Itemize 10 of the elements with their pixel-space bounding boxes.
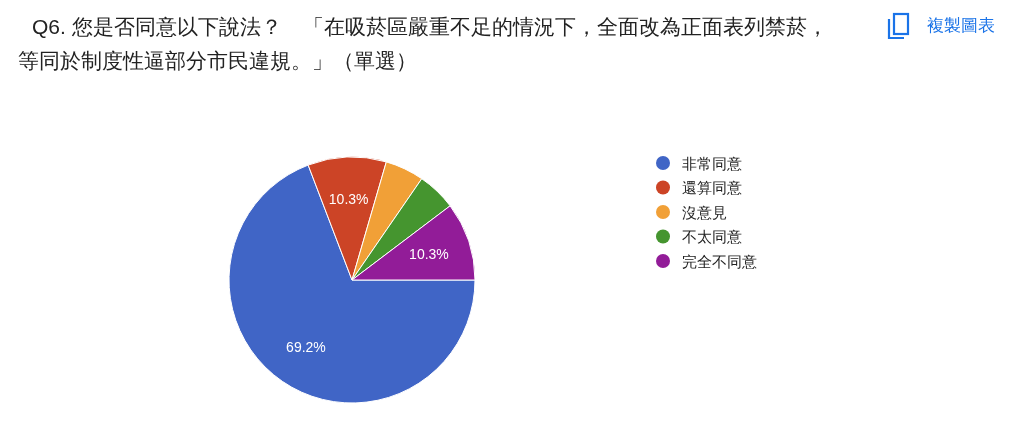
legend-label: 完全不同意 — [682, 252, 757, 270]
data-label: 10.3% — [409, 246, 449, 263]
text: 複製圖表 — [927, 16, 995, 35]
data-label: 10.3% — [328, 190, 369, 207]
legend-label: 還算同意 — [682, 179, 742, 196]
legend-label: 非常同意 — [682, 154, 742, 172]
title: Q6. 您是否同意以下說法？ 「在吸菸區嚴重不足的情況下，全面改為正面表列禁菸，等同於制度性逼部分市民違規。」（單選） — [18, 14, 829, 74]
data-label: 69.2% — [286, 338, 326, 355]
legend-label: 不太同意 — [682, 228, 742, 245]
legend-label: 沒意見 — [682, 203, 727, 221]
